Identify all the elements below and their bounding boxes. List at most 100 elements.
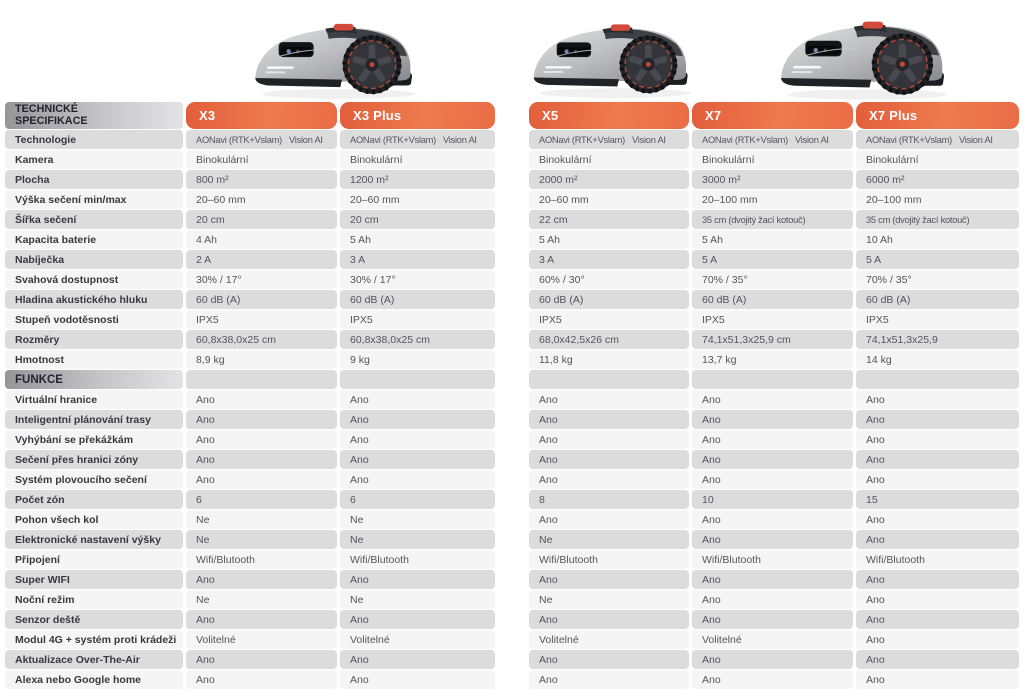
spec-cell-stupe-vodot-snosti-x7-plus: IPX5: [856, 310, 1019, 329]
spec-cell-kamera-x3-plus: Binokulární: [340, 150, 495, 169]
funkce-cell-modul-4g-syst-m-proti-kr-de-i-x7-plus: Ano: [856, 630, 1019, 649]
section-header-funkce: FUNKCE: [5, 370, 183, 389]
column-spacer: [498, 650, 526, 669]
funkce-cell-pohon-v-ech-kol-x5: Ano: [529, 510, 689, 529]
spec-cell-hladina-akustick-ho-hluku-x3-plus: 60 dB (A): [340, 290, 495, 309]
funkce-cell-se-en-p-es-hranici-z-ny-x5: Ano: [529, 450, 689, 469]
column-spacer: [498, 430, 526, 449]
funkce-cell-senzor-de-t-x7-plus: Ano: [856, 610, 1019, 629]
funkce-cell-elektronick-nastaven-v-ky-x5: Ne: [529, 530, 689, 549]
column-spacer: [498, 102, 526, 129]
spec-cell-technologie-x3: AONavi (RTK+Vslam) Vision AI: [186, 130, 337, 149]
spec-cell-rozm-ry-x5: 68,0x42,5x26 cm: [529, 330, 689, 349]
funkce-cell-p-ipojen-x5: Wifi/Blutooth: [529, 550, 689, 569]
funkce-cell-aktualizace-over-the-air-x5: Ano: [529, 650, 689, 669]
funkce-row-label-pohon-v-ech-kol: Pohon všech kol: [5, 510, 183, 529]
column-spacer: [498, 230, 526, 249]
column-spacer: [498, 310, 526, 329]
spec-cell-hladina-akustick-ho-hluku-x7: 60 dB (A): [692, 290, 853, 309]
funkce-cell-po-et-z-n-x7-plus: 15: [856, 490, 1019, 509]
spec-cell-hmotnost-x7: 13,7 kg: [692, 350, 853, 369]
spec-cell-svahov-dostupnost-x5: 60% / 30°: [529, 270, 689, 289]
funkce-cell-inteligentn-pl-nov-n-trasy-x7: Ano: [692, 410, 853, 429]
funkce-cell-alexa-nebo-google-home-x5: Ano: [529, 670, 689, 689]
funkce-cell-vyh-b-n-se-p-ek-k-m-x5: Ano: [529, 430, 689, 449]
funkce-row-label-alexa-nebo-google-home: Alexa nebo Google home: [5, 670, 183, 689]
spec-cell-kapacita-baterie-x7: 5 Ah: [692, 230, 853, 249]
spec-row-label-stupe-vodot-snosti: Stupeň vodotěsnosti: [5, 310, 183, 329]
spec-cell-kamera-x3: Binokulární: [186, 150, 337, 169]
funkce-cell-se-en-p-es-hranici-z-ny-x7: Ano: [692, 450, 853, 469]
funkce-cell-vyh-b-n-se-p-ek-k-m-x7: Ano: [692, 430, 853, 449]
funkce-cell-virtu-ln-hranice-x3: Ano: [186, 390, 337, 409]
funkce-cell-syst-m-plovouc-ho-se-en-x3: Ano: [186, 470, 337, 489]
spec-cell-nab-je-ka-x3: 2 A: [186, 250, 337, 269]
column-spacer: [498, 470, 526, 489]
spec-row-label-hmotnost: Hmotnost: [5, 350, 183, 369]
column-spacer: [498, 350, 526, 369]
funkce-cell-se-en-p-es-hranici-z-ny-x7-plus: Ano: [856, 450, 1019, 469]
spec-cell-kapacita-baterie-x3-plus: 5 Ah: [340, 230, 495, 249]
section-header-technicke-specifikace: TECHNICKÉ SPECIFIKACE: [5, 102, 183, 129]
funkce-cell-pohon-v-ech-kol-x3-plus: Ne: [340, 510, 495, 529]
spec-cell-kamera-x5: Binokulární: [529, 150, 689, 169]
funkce-cell-p-ipojen-x3: Wifi/Blutooth: [186, 550, 337, 569]
funkce-cell-po-et-z-n-x3-plus: 6: [340, 490, 495, 509]
funkce-row-label-p-ipojen: Připojení: [5, 550, 183, 569]
spec-cell-v-ka-se-en-min-max-x5: 20–60 mm: [529, 190, 689, 209]
model-header-x7: X7: [692, 102, 853, 129]
spec-cell-plocha-x7-plus: 6000 m²: [856, 170, 1019, 189]
funkce-cell-super-wifi-x7-plus: Ano: [856, 570, 1019, 589]
column-spacer: [498, 190, 526, 209]
funkce-cell-super-wifi-x3: Ano: [186, 570, 337, 589]
funkce-row-label-virtu-ln-hranice: Virtuální hranice: [5, 390, 183, 409]
funkce-cell-inteligentn-pl-nov-n-trasy-x3: Ano: [186, 410, 337, 429]
column-spacer: [498, 410, 526, 429]
funkce-row-label-syst-m-plovouc-ho-se-en: Systém plovoucího sečení: [5, 470, 183, 489]
funkce-cell-modul-4g-syst-m-proti-kr-de-i-x7: Volitelné: [692, 630, 853, 649]
funkce-cell-super-wifi-x5: Ano: [529, 570, 689, 589]
column-spacer: [498, 490, 526, 509]
spec-cell-svahov-dostupnost-x7: 70% / 35°: [692, 270, 853, 289]
spec-cell-plocha-x3: 800 m²: [186, 170, 337, 189]
funkce-header-empty-cell-x3-plus: [340, 370, 495, 389]
spec-row-label-v-ka-se-en-min-max: Výška sečení min/max: [5, 190, 183, 209]
spec-cell-v-ka-se-en-min-max-x7-plus: 20–100 mm: [856, 190, 1019, 209]
comparison-table: TECHNICKÉ SPECIFIKACE X3 X3 Plus X5 X7 X7 Plu…: [5, 102, 1019, 689]
spec-cell-hladina-akustick-ho-hluku-x3: 60 dB (A): [186, 290, 337, 309]
spec-cell-kapacita-baterie-x7-plus: 10 Ah: [856, 230, 1019, 249]
spec-cell-ka-se-en-x5: 22 cm: [529, 210, 689, 229]
spec-row-label-hladina-akustick-ho-hluku: Hladina akustického hluku: [5, 290, 183, 309]
funkce-cell-alexa-nebo-google-home-x7-plus: Ano: [856, 670, 1019, 689]
funkce-cell-aktualizace-over-the-air-x7: Ano: [692, 650, 853, 669]
funkce-header-empty-cell-x7-plus: [856, 370, 1019, 389]
spec-cell-hladina-akustick-ho-hluku-x5: 60 dB (A): [529, 290, 689, 309]
spec-cell-svahov-dostupnost-x7-plus: 70% / 35°: [856, 270, 1019, 289]
spec-cell-rozm-ry-x7: 74,1x51,3x25,9 cm: [692, 330, 853, 349]
model-header-x3: X3: [186, 102, 337, 129]
spec-cell-ka-se-en-x3: 20 cm: [186, 210, 337, 229]
model-header-x5: X5: [529, 102, 689, 129]
funkce-cell-po-et-z-n-x3: 6: [186, 490, 337, 509]
spec-cell-hmotnost-x3-plus: 9 kg: [340, 350, 495, 369]
spec-cell-plocha-x3-plus: 1200 m²: [340, 170, 495, 189]
column-spacer: [498, 270, 526, 289]
spec-cell-hladina-akustick-ho-hluku-x7-plus: 60 dB (A): [856, 290, 1019, 309]
funkce-cell-pohon-v-ech-kol-x3: Ne: [186, 510, 337, 529]
funkce-cell-inteligentn-pl-nov-n-trasy-x3-plus: Ano: [340, 410, 495, 429]
spec-cell-nab-je-ka-x7: 5 A: [692, 250, 853, 269]
spec-cell-ka-se-en-x7-plus: 35 cm (dvojitý žací kotouč): [856, 210, 1019, 229]
funkce-cell-virtu-ln-hranice-x5: Ano: [529, 390, 689, 409]
funkce-cell-no-n-re-im-x7-plus: Ano: [856, 590, 1019, 609]
funkce-cell-super-wifi-x3-plus: Ano: [340, 570, 495, 589]
funkce-cell-syst-m-plovouc-ho-se-en-x5: Ano: [529, 470, 689, 489]
funkce-row-label-inteligentn-pl-nov-n-trasy: Inteligentní plánování trasy: [5, 410, 183, 429]
funkce-cell-modul-4g-syst-m-proti-kr-de-i-x3-plus: Volitelné: [340, 630, 495, 649]
column-spacer: [498, 550, 526, 569]
spec-row-label-nab-je-ka: Nabíječka: [5, 250, 183, 269]
spec-cell-stupe-vodot-snosti-x3-plus: IPX5: [340, 310, 495, 329]
spec-cell-nab-je-ka-x5: 3 A: [529, 250, 689, 269]
spec-cell-v-ka-se-en-min-max-x3-plus: 20–60 mm: [340, 190, 495, 209]
funkce-cell-senzor-de-t-x3-plus: Ano: [340, 610, 495, 629]
model-header-x3-plus: X3 Plus: [340, 102, 495, 129]
